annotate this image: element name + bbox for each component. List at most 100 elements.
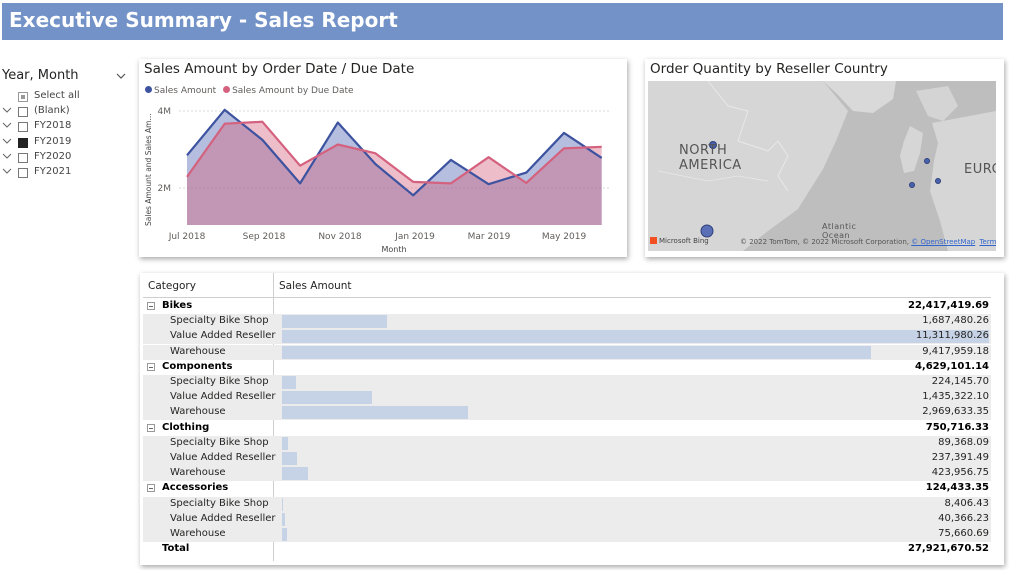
osm-link[interactable]: © OpenStreetMap [911, 238, 976, 246]
legend-label-sales: Sales Amount [154, 86, 217, 96]
category-label: Clothing [162, 421, 210, 433]
legend-item-sales[interactable]: Sales Amount [145, 86, 216, 96]
area-fill-sales-amount-by-due-date [187, 121, 602, 225]
terms-link[interactable]: Terms [979, 238, 996, 246]
sales-amount-value: 75,660.69 [938, 528, 989, 539]
total-label: Total [162, 543, 190, 555]
chevron-down-icon[interactable] [2, 120, 12, 130]
series-line-sales-amount [186, 108, 603, 197]
business-type-label: Value Added Reseller [170, 512, 276, 524]
table-row[interactable]: Specialty Bike Shop 89,368.09 [143, 435, 991, 451]
table-row[interactable]: Value Added Reseller 11,311,980.26 [143, 329, 991, 345]
reseller-country-map[interactable]: Order Quantity by Reseller Country NORTH… [645, 59, 1004, 257]
column-header-category[interactable]: Category [148, 280, 196, 292]
slicer-checkbox[interactable] [18, 137, 28, 148]
category-row-components[interactable]: Components 4,629,101.14 [143, 360, 991, 375]
table-row[interactable]: Warehouse 423,956.75 [143, 466, 991, 482]
table-row[interactable]: Value Added Reseller 40,366.23 [143, 511, 991, 527]
table-row[interactable]: Specialty Bike Shop 224,145.70 [143, 375, 991, 390]
sales-line-chart[interactable]: Sales Amount by Order Date / Due Date Sa… [139, 59, 627, 257]
map-title: Order Quantity by Reseller Country [650, 61, 888, 77]
collapse-icon[interactable] [147, 423, 155, 432]
slicer-item-label: FY2020 [34, 150, 72, 162]
map-copyright: © 2022 TomTom, © 2022 Microsoft Corporat… [740, 238, 910, 246]
category-label: Bikes [162, 300, 193, 311]
chart-title: Sales Amount by Order Date / Due Date [144, 61, 415, 77]
year-month-slicer[interactable]: Year, Month Select all (Blank) FY2018 FY201… [0, 66, 134, 186]
slicer-item-label: (Blank) [34, 105, 70, 117]
legend-dot-sales [145, 86, 152, 93]
category-label: Components [162, 360, 233, 372]
x-tick: Sep 2018 [243, 232, 286, 242]
chevron-down-icon[interactable] [2, 136, 12, 146]
slicer-item-label: FY2021 [34, 166, 72, 177]
table-row[interactable]: Value Added Reseller 1,435,322.10 [143, 390, 991, 406]
map-label-atlantic: Atlantic Ocean [822, 222, 857, 240]
category-row-clothing[interactable]: Clothing 750,716.33 [143, 421, 991, 436]
sales-amount-value: 89,368.09 [938, 436, 989, 448]
slicer-checkbox[interactable] [18, 107, 28, 118]
business-type-label: Value Added Reseller [170, 452, 276, 463]
table-row[interactable]: Specialty Bike Shop 8,406.43 [143, 496, 991, 512]
data-bar [282, 315, 388, 329]
slicer-item-label: FY2018 [34, 120, 72, 132]
chevron-down-icon[interactable] [2, 166, 12, 176]
x-tick: Nov 2018 [318, 232, 362, 242]
chart-legend[interactable]: Sales Amount Sales Amount by Due Date [145, 86, 358, 96]
data-bar [282, 512, 285, 526]
total-row[interactable]: Total 27,921,670.52 [143, 542, 991, 557]
collapse-icon[interactable] [147, 484, 155, 493]
category-total: 22,417,419.69 [908, 300, 989, 311]
map-background [648, 81, 996, 251]
map-bubble-canada [709, 141, 717, 149]
business-type-label: Value Added Reseller [170, 330, 276, 342]
category-row-accessories[interactable]: Accessories 124,433.35 [143, 481, 991, 496]
y-tick-2m: 2M [158, 184, 172, 194]
map-label-europe: EURC [964, 162, 996, 177]
slicer-checkbox[interactable] [18, 152, 28, 163]
report-title-bar: Executive Summary - Sales Report [2, 3, 1003, 40]
table-row[interactable]: Warehouse 75,660.69 [143, 527, 991, 542]
sales-amount-value: 40,366.23 [938, 512, 989, 524]
map-bubble-united-states [700, 224, 714, 238]
series-line-sales-amount-by-due-date [186, 120, 602, 185]
x-tick: Mar 2019 [468, 232, 511, 242]
slicer-checkbox[interactable] [18, 92, 28, 102]
y-tick-4m: 4M [158, 107, 172, 117]
slicer-checkbox[interactable] [18, 168, 28, 178]
table-row[interactable]: Value Added Reseller 237,391.49 [143, 451, 991, 466]
chevron-down-icon[interactable] [2, 105, 12, 115]
slicer-checkbox[interactable] [18, 122, 28, 133]
sales-amount-value: 237,391.49 [931, 452, 989, 463]
slicer-item-label: FY2019 [34, 135, 72, 147]
business-type-label: Warehouse [170, 345, 226, 357]
table-row[interactable]: Specialty Bike Shop 1,687,480.26 [143, 314, 991, 330]
collapse-icon[interactable] [147, 302, 155, 310]
x-tick: May 2019 [542, 232, 587, 242]
legend-item-due[interactable]: Sales Amount by Due Date [223, 86, 354, 96]
business-type-label: Warehouse [170, 406, 226, 418]
category-total: 124,433.35 [925, 482, 989, 494]
table-row[interactable]: Warehouse 2,969,633.35 [143, 405, 991, 421]
category-sales-matrix[interactable]: Category Sales Amount Bikes 22,417,419.69… [140, 273, 1004, 565]
sales-amount-value: 224,145.70 [931, 376, 989, 387]
sales-amount-value: 423,956.75 [931, 467, 989, 479]
data-bar [282, 391, 372, 405]
chart-plot[interactable]: 4M 2M Sales Amount and Sales Am... Jul 2… [139, 59, 627, 257]
column-header-sales-amount[interactable]: Sales Amount [279, 280, 352, 292]
data-bar [282, 376, 296, 389]
series-layer [186, 108, 603, 225]
y-axis-label: Sales Amount and Sales Am... [144, 113, 153, 226]
category-total: 750,716.33 [925, 421, 989, 433]
business-type-label: Specialty Bike Shop [170, 436, 269, 448]
table-row[interactable]: Warehouse 9,417,959.18 [143, 344, 991, 360]
collapse-icon[interactable] [147, 362, 155, 371]
chevron-down-icon[interactable] [2, 151, 12, 161]
category-row-bikes[interactable]: Bikes 22,417,419.69 [143, 299, 991, 314]
map-bubble-united-kingdom [909, 182, 915, 188]
data-bar [282, 452, 297, 465]
chevron-down-icon[interactable] [116, 71, 126, 81]
business-type-label: Specialty Bike Shop [170, 497, 269, 509]
business-type-label: Specialty Bike Shop [170, 376, 269, 387]
